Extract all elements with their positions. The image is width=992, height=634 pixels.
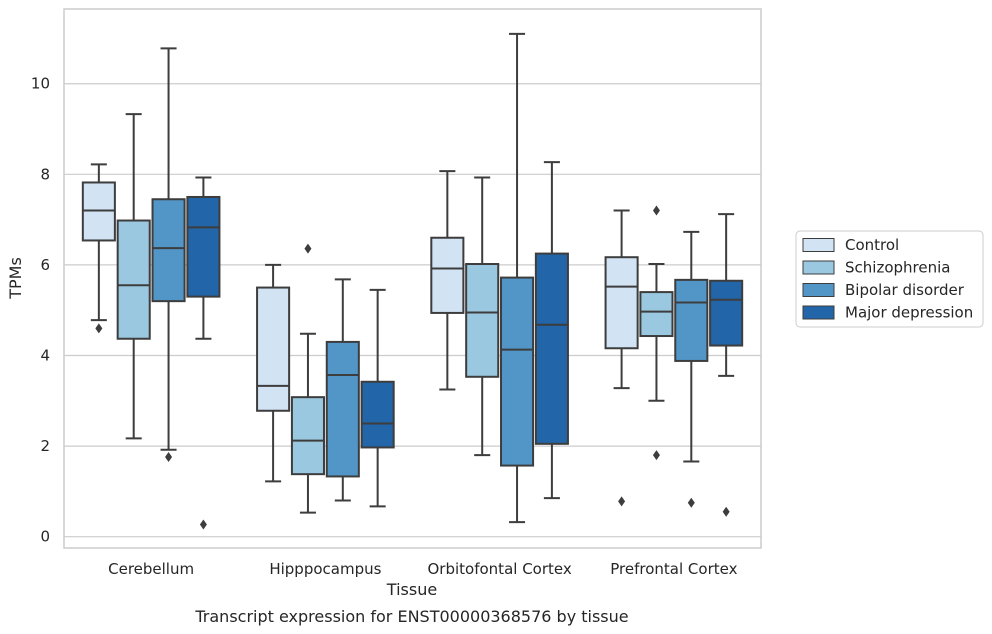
y-tick-label: 8	[40, 165, 50, 183]
x-axis-ticks: Cerebellum Hipppocampus Orbitofontal Corte…	[108, 560, 737, 578]
legend-label: Major depression	[845, 304, 973, 322]
boxes-layer	[81, 32, 744, 530]
outlier-point	[304, 243, 312, 254]
chart-caption: Transcript expression for ENST0000036857…	[194, 607, 628, 626]
box	[465, 263, 500, 378]
legend-label: Schizophrenia	[845, 259, 950, 277]
plot-area-frame	[63, 8, 762, 549]
outlier-point	[652, 450, 660, 461]
box	[290, 396, 325, 476]
box	[709, 279, 744, 347]
x-tick-label: Cerebellum	[108, 560, 194, 578]
outlier-point	[687, 497, 695, 508]
outlier-point	[95, 323, 103, 334]
x-tick-label: Prefrontal Cortex	[610, 560, 737, 578]
y-tick-label: 0	[40, 528, 50, 546]
y-axis-ticks: 0 2 4 6 8 10	[31, 75, 50, 546]
box	[604, 256, 639, 350]
box	[674, 278, 709, 362]
y-tick-label: 6	[40, 256, 50, 274]
legend-frame	[795, 230, 984, 328]
box	[186, 195, 221, 298]
y-tick-label: 10	[31, 75, 50, 93]
outlier-point	[199, 519, 207, 530]
box	[151, 198, 186, 303]
box	[639, 291, 674, 338]
box	[325, 340, 360, 478]
legend-swatch	[802, 305, 835, 320]
outlier-point	[652, 205, 660, 216]
legend-label: Control	[845, 236, 899, 254]
outlier-point	[165, 451, 173, 462]
legend-label: Bipolar disorder	[845, 281, 965, 299]
y-axis-label: TPMs	[6, 257, 25, 300]
outlier-point	[722, 506, 730, 517]
box	[534, 252, 569, 445]
x-tick-label: Hipppocampus	[269, 560, 381, 578]
y-tick-label: 2	[40, 437, 50, 455]
box	[116, 219, 151, 340]
box	[360, 380, 395, 449]
y-tick-label: 4	[40, 347, 50, 365]
x-axis-label: Tissue	[386, 580, 437, 599]
box	[500, 276, 535, 467]
legend-swatch	[802, 283, 835, 297]
x-tick-label: Orbitofontal Cortex	[428, 560, 572, 578]
legend-swatch	[802, 238, 835, 252]
box	[256, 286, 291, 412]
box	[430, 236, 465, 314]
outlier-point	[618, 496, 626, 507]
legend-swatch	[802, 260, 835, 275]
legend: Control Schizophrenia Bipolar disorder Majo…	[795, 230, 984, 328]
